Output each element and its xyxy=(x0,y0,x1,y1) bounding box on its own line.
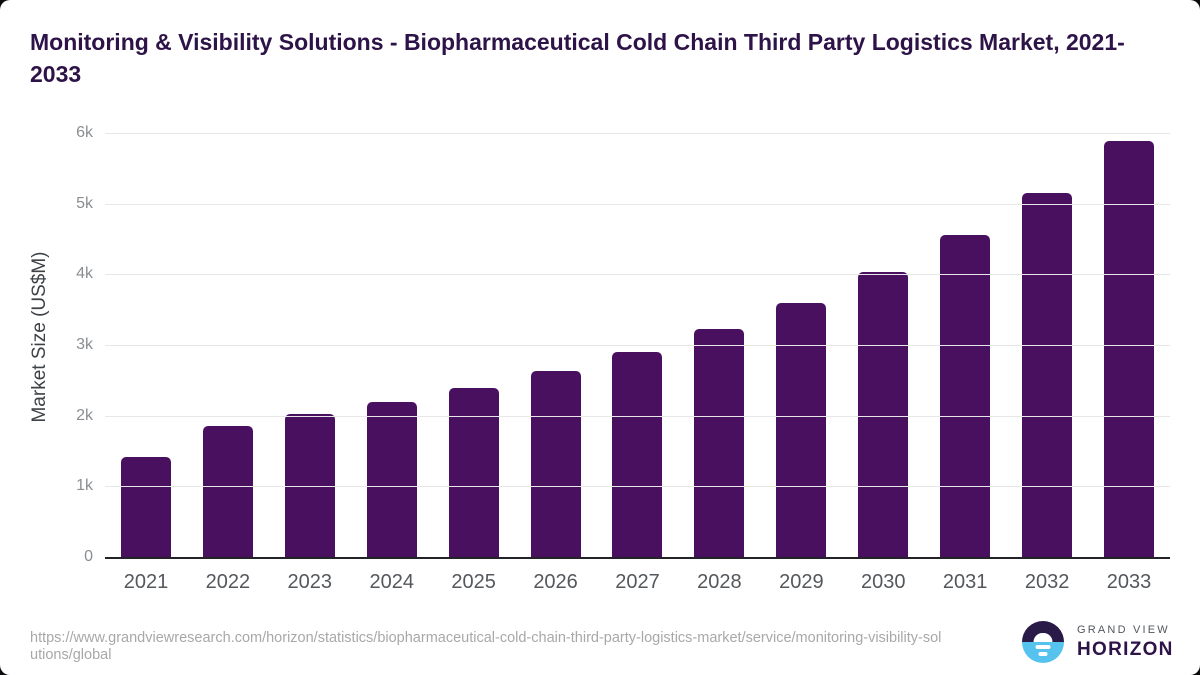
gridline xyxy=(105,133,1170,134)
x-axis-tick-label: 2023 xyxy=(287,571,333,593)
y-axis-tick-label: 0 xyxy=(84,548,93,565)
bar-slot xyxy=(924,133,1006,557)
logo-text: GRAND VIEW HORIZON xyxy=(1077,624,1174,661)
bar-2027[interactable] xyxy=(612,352,663,557)
x-axis-tick-label: 2032 xyxy=(1024,571,1070,593)
y-axis-tick-label: 3k xyxy=(76,336,93,353)
bar-2026[interactable] xyxy=(530,371,581,557)
bar-2023[interactable] xyxy=(284,414,335,557)
bar-slot xyxy=(187,133,269,557)
bar-2025[interactable] xyxy=(448,388,499,557)
gridline xyxy=(105,345,1170,346)
bars-row xyxy=(105,133,1170,557)
grand-view-horizon-logo: GRAND VIEW HORIZON xyxy=(1022,621,1174,663)
x-axis-tick-label: 2025 xyxy=(451,571,496,593)
y-axis-tick-label: 2k xyxy=(76,406,93,424)
bar-2021[interactable] xyxy=(120,456,171,557)
bar-2024[interactable] xyxy=(366,401,417,557)
x-axis-tick-label: 2026 xyxy=(533,571,578,593)
gridline xyxy=(105,274,1170,276)
gridline xyxy=(105,486,1170,488)
bar-slot xyxy=(1088,133,1170,557)
x-axis-tick-label: 2029 xyxy=(779,571,824,593)
y-axis-tick-label: 4k xyxy=(76,265,93,283)
bar-2029[interactable] xyxy=(776,303,827,557)
gridline xyxy=(105,203,1170,205)
x-axis-labels: 2021 2022 2023 2024 2025 2026 2027 2028 2029 2030… xyxy=(105,571,1170,594)
plot-area: 2021 2022 2023 2024 2025 2026 2027 2028 2029 2030… xyxy=(76,125,1170,593)
gridline xyxy=(105,415,1170,417)
bar-slot xyxy=(351,133,433,557)
bar-slot xyxy=(842,133,924,557)
y-axis-title: Market Size (US$M) xyxy=(29,251,50,423)
bar-2032[interactable] xyxy=(1022,193,1073,557)
horizon-sunrise-icon xyxy=(1022,621,1064,663)
x-axis-tick-label: 2021 xyxy=(123,571,169,593)
x-axis-tick-label: 2022 xyxy=(205,571,251,593)
bar-2028[interactable] xyxy=(694,329,745,557)
x-axis-tick-label: 2030 xyxy=(861,571,906,593)
bar-2033[interactable] xyxy=(1104,141,1155,557)
logo-product-name: HORIZON xyxy=(1077,638,1174,660)
logo-brand-name: GRAND VIEW xyxy=(1077,623,1170,636)
bar-2022[interactable] xyxy=(202,426,253,557)
bar-slot xyxy=(105,133,187,557)
water-ripple-shape xyxy=(1038,652,1048,656)
y-axis-tick-label: 1k xyxy=(76,477,93,495)
bar-2031[interactable] xyxy=(940,235,991,557)
x-axis-tick-label: 2027 xyxy=(615,571,660,593)
x-axis-tick-label: 2028 xyxy=(697,571,742,593)
bar-slot xyxy=(597,133,679,557)
bar-slot xyxy=(269,133,351,557)
y-axis-tick-label: 6k xyxy=(76,124,93,141)
source-url: https://www.grandviewresearch.com/horizo… xyxy=(30,630,942,663)
bar-slot xyxy=(1006,133,1088,557)
x-axis-tick-label: 2033 xyxy=(1106,571,1152,593)
water-ripple-shape xyxy=(1035,645,1051,649)
x-axis-tick-label: 2024 xyxy=(369,571,414,593)
bar-slot xyxy=(515,133,597,557)
bar-slot xyxy=(678,133,760,557)
bar-2030[interactable] xyxy=(858,271,909,557)
x-axis-tick-label: 2031 xyxy=(942,571,988,593)
y-axis-tick-label: 5k xyxy=(76,194,93,212)
sun-dome-shape xyxy=(1033,632,1053,642)
chart-title: Monitoring & Visibility Solutions - Biop… xyxy=(30,29,1125,87)
